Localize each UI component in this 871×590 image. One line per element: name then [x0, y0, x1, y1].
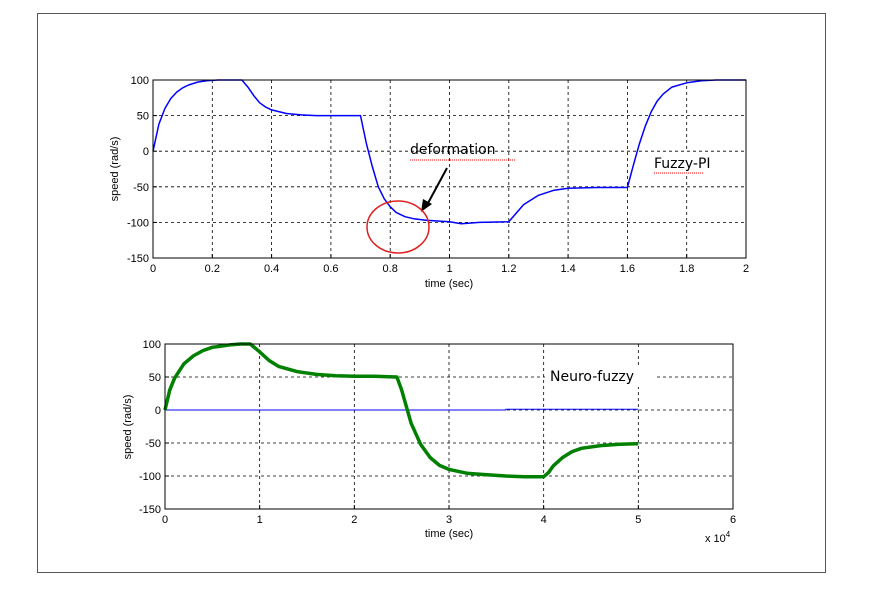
y-tick-label: 100 — [143, 339, 161, 351]
series-line — [165, 408, 639, 411]
x-axis-label: time (sec) — [425, 278, 473, 290]
label-background — [650, 152, 730, 174]
annotation-arrow — [426, 167, 448, 206]
x-tick-label: 2 — [351, 514, 357, 526]
tick-labels: 0 1 2 3 4 5 6 100 50 0 -50 -100 -150 — [139, 339, 736, 526]
y-tick-label: 0 — [155, 405, 161, 417]
series-line — [163, 342, 639, 479]
plot-border — [164, 343, 734, 510]
x-tick-label: 1.8 — [679, 263, 694, 275]
fuzzy-pi-chart: 0 0.2 0.4 0.6 0.8 1 1.2 1.4 1.6 1.8 2 100 50 0 -50 -100… — [109, 75, 749, 290]
x-tick-label: 1 — [257, 514, 263, 526]
neuro-fuzzy-label: Neuro-fuzzy — [550, 369, 634, 385]
y-tick-label: -50 — [145, 438, 161, 450]
arrow-head-icon — [421, 199, 432, 212]
grid — [152, 79, 747, 259]
y-tick-label: 50 — [149, 372, 161, 384]
x-multiplier-base: x 10 — [705, 533, 726, 545]
x-axis-label: time (sec) — [425, 528, 473, 540]
x-tick-label: 1.2 — [501, 263, 516, 275]
neuro-fuzzy-chart: 0 1 2 3 4 5 6 100 50 0 -50 -100 -150 time (sec) spee… — [122, 339, 736, 545]
y-tick-label: -100 — [127, 217, 149, 229]
y-tick-label: -150 — [139, 504, 161, 516]
fuzzy-pi-label: Fuzzy-PI — [654, 156, 711, 172]
tick-labels: 0 0.2 0.4 0.6 0.8 1 1.2 1.4 1.6 1.8 2 100 50 0 -50 -100… — [127, 75, 749, 275]
y-axis-label: speed (rad/s) — [122, 395, 134, 460]
x-tick-label: 3 — [446, 514, 452, 526]
series-group — [163, 342, 639, 479]
x-tick-label: 5 — [635, 514, 641, 526]
x-tick-label: 1.6 — [620, 263, 635, 275]
y-tick-label: -100 — [139, 471, 161, 483]
y-tick-label: -150 — [127, 253, 149, 265]
x-tick-label: 4 — [541, 514, 547, 526]
x-tick-label: 1 — [446, 263, 452, 275]
deformation-annotation: deformation — [410, 142, 496, 158]
x-tick-label: 6 — [730, 514, 736, 526]
plot-area — [153, 80, 746, 258]
x-tick-label: 0.4 — [264, 263, 279, 275]
y-tick-label: 0 — [143, 146, 149, 158]
y-tick-label: 50 — [137, 111, 149, 123]
plot-border — [152, 79, 747, 259]
x-tick-label: 1.4 — [560, 263, 575, 275]
y-tick-label: -50 — [133, 182, 149, 194]
x-tick-label: 0.2 — [205, 263, 220, 275]
x-multiplier: x 104 — [705, 530, 731, 545]
x-tick-label: 0.8 — [383, 263, 398, 275]
y-tick-label: 100 — [131, 75, 149, 87]
y-axis-label: speed (rad/s) — [109, 137, 121, 202]
x-tick-label: 0 — [150, 263, 156, 275]
label-background — [545, 365, 657, 387]
x-tick-label: 0 — [162, 514, 168, 526]
deformation-circle — [366, 200, 430, 254]
x-tick-label: 0.6 — [323, 263, 338, 275]
x-tick-label: 2 — [743, 263, 749, 275]
x-multiplier-exponent: 4 — [726, 530, 731, 539]
